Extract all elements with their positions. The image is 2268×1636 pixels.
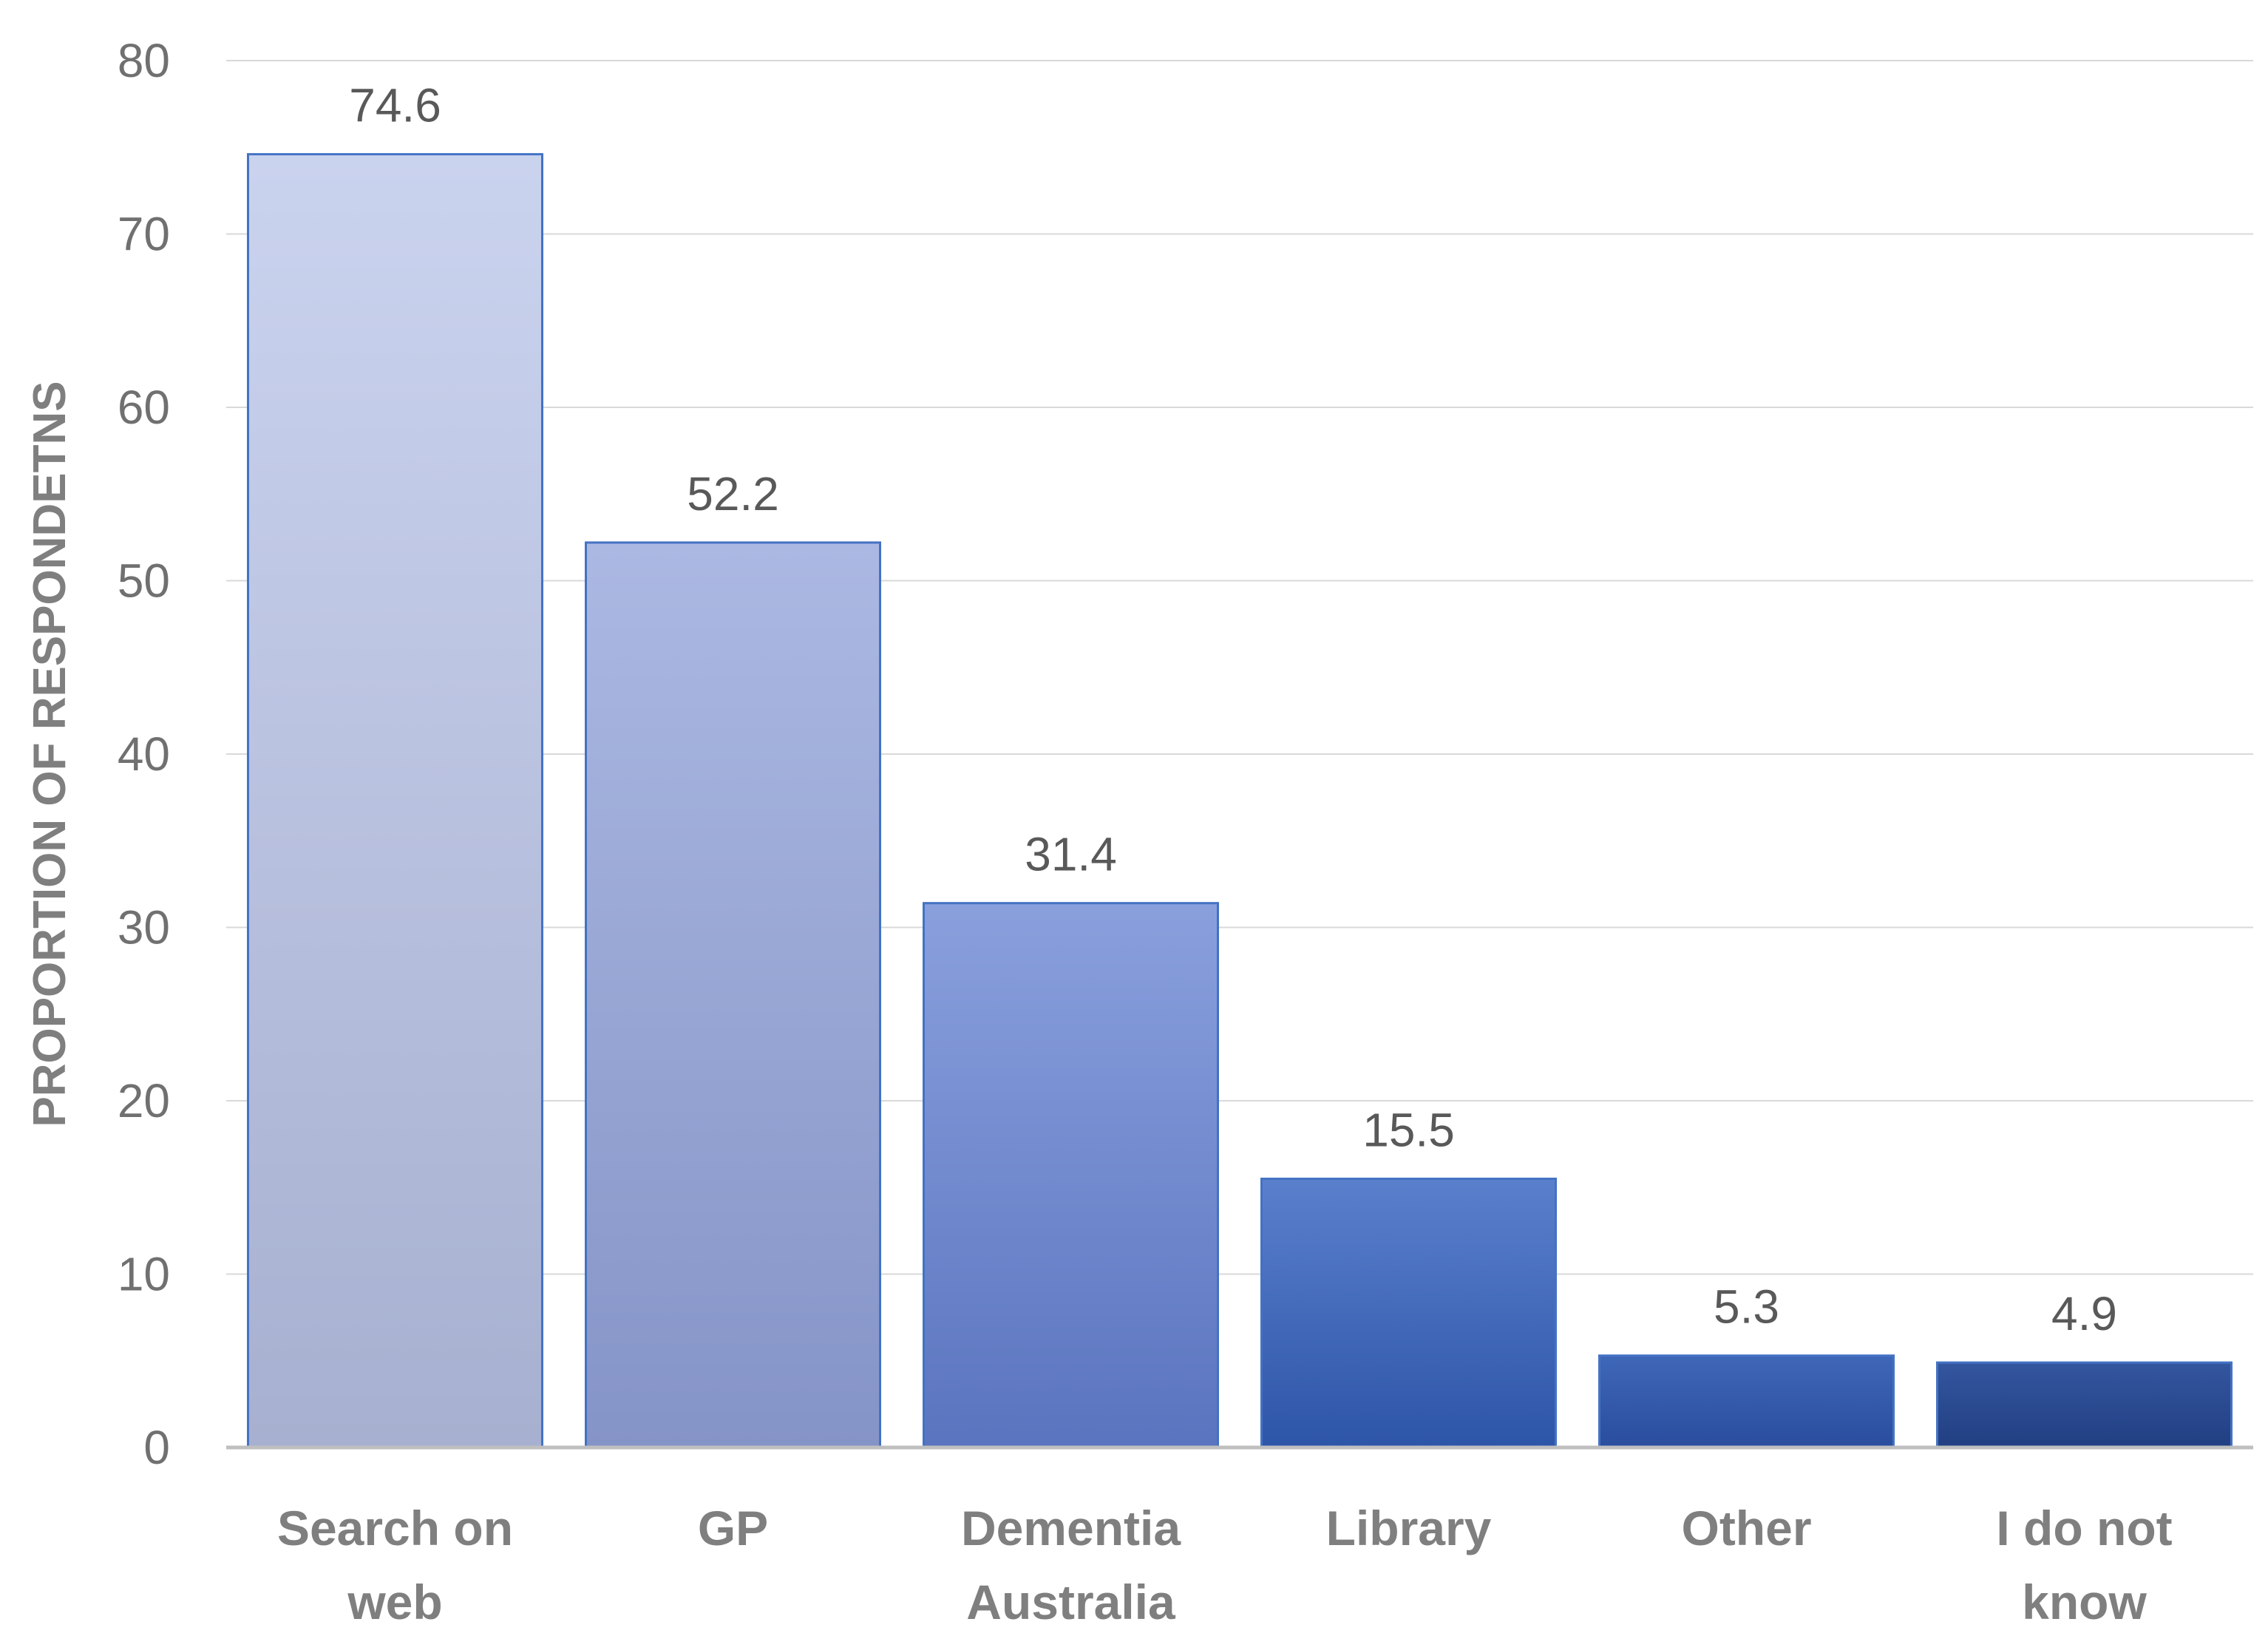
bar: [1260, 1178, 1557, 1449]
data-label: 4.9: [2051, 1287, 2117, 1340]
data-labels: 74.6 52.2 31.4 15.5 5.3 4.9: [349, 79, 2117, 1340]
x-tick-label: Dementia Australia: [961, 1501, 1181, 1629]
y-axis-title: PROPORTION OF RESPONDETNS: [24, 381, 75, 1127]
y-tick-label: 60: [118, 381, 170, 434]
y-tick-label: 40: [118, 727, 170, 781]
data-label: 31.4: [1025, 828, 1117, 881]
y-tick-label: 70: [118, 208, 170, 261]
y-tick-label: 10: [118, 1248, 170, 1301]
y-tick-label: 50: [118, 554, 170, 608]
y-tick-label: 80: [118, 34, 170, 87]
x-tick-label: I do not know: [1996, 1501, 2172, 1629]
data-label: 5.3: [1714, 1280, 1779, 1334]
bar: [923, 902, 1219, 1449]
bars: [247, 153, 2233, 1449]
x-tick-label: Other: [1681, 1501, 1811, 1555]
data-label: 74.6: [349, 79, 441, 132]
data-label: 15.5: [1362, 1104, 1455, 1157]
bar: [585, 541, 881, 1449]
data-label: 52.2: [687, 467, 779, 520]
category-labels: Search on web GP Dementia Australia Library Ot…: [277, 1501, 2173, 1629]
x-tick-label: Search on web: [277, 1501, 513, 1629]
y-axis-ticks: 0 10 20 30 40 50 60 70 80: [118, 34, 170, 1474]
x-tick-label: GP: [698, 1501, 768, 1555]
bar: [247, 153, 543, 1449]
bar: [1598, 1354, 1895, 1449]
y-tick-label: 20: [118, 1074, 170, 1127]
gridlines: [226, 60, 2253, 1275]
y-tick-label: 30: [118, 901, 170, 954]
bar: [1936, 1361, 2233, 1449]
x-tick-label: Library: [1326, 1501, 1492, 1555]
y-tick-label: 0: [143, 1421, 170, 1474]
